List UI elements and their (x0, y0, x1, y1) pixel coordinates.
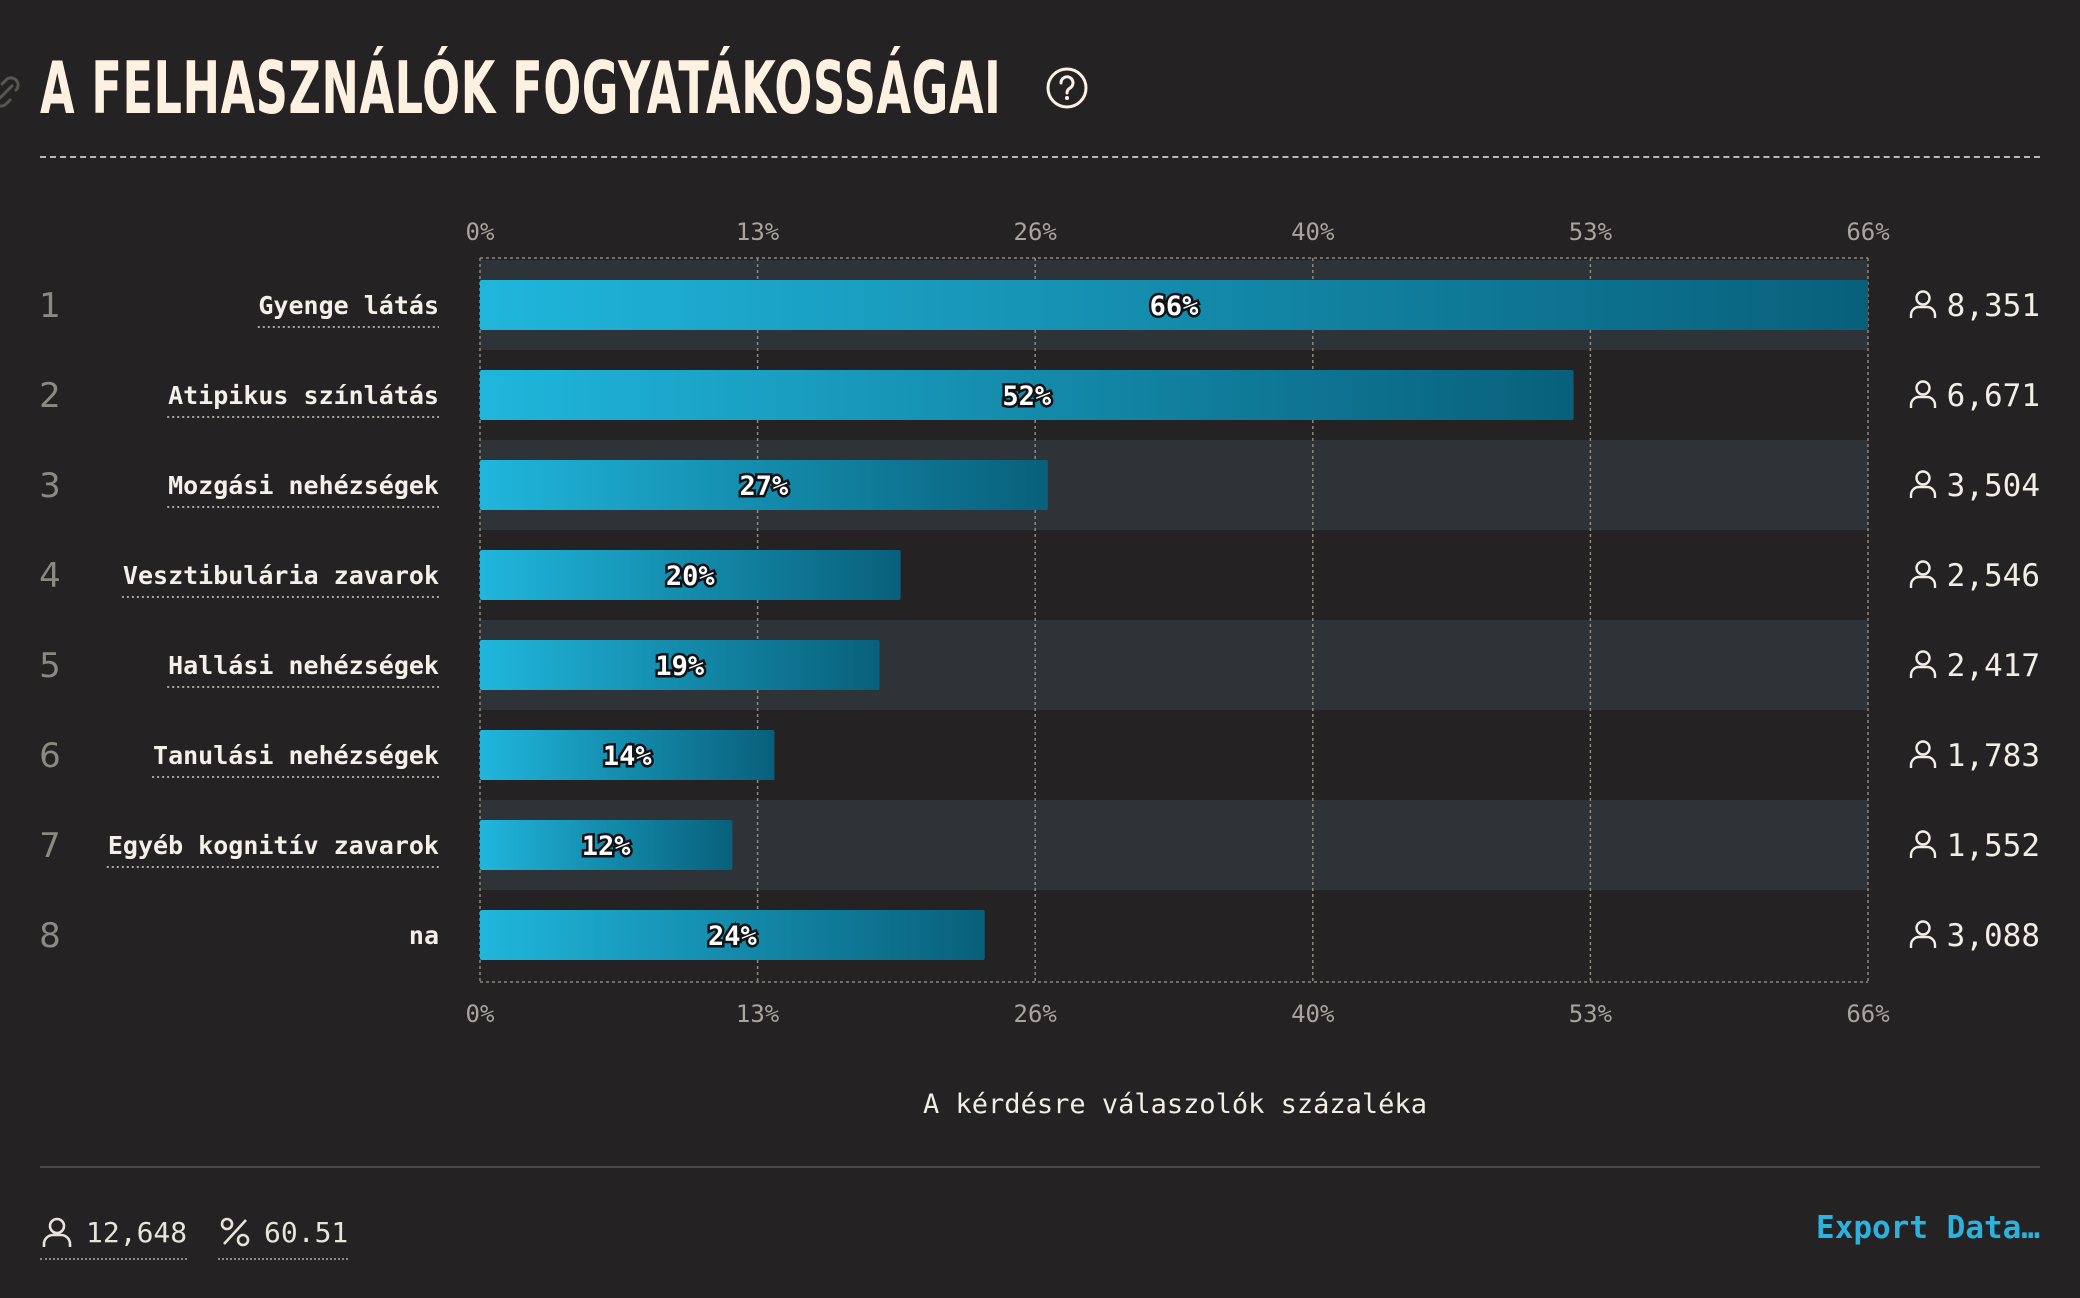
bar-value-label: 66% (1150, 291, 1200, 322)
percent-stat[interactable]: 60.51 (218, 1210, 349, 1260)
category-label[interactable]: Atipikus színlátás (168, 381, 439, 410)
link-icon[interactable] (0, 72, 26, 112)
rank-number: 2 (39, 376, 61, 416)
page-title: A FELHASZNÁLÓK FOGYATÁKOSSÁGAI (40, 46, 1002, 130)
user-icon (1909, 290, 1937, 318)
x-tick-label-top: 40% (1291, 218, 1335, 246)
bar-value-label: 24% (708, 921, 758, 952)
category-label[interactable]: Tanulási nehézségek (153, 741, 439, 770)
respondent-count: 2,546 (1947, 558, 2040, 594)
respondent-count: 1,783 (1947, 738, 2040, 774)
user-icon (1909, 830, 1937, 858)
percent-icon (220, 1217, 250, 1247)
user-icon-body (1909, 395, 1937, 408)
category-label[interactable]: Vesztibulária zavarok (123, 561, 439, 590)
x-tick-label-bottom: 13% (736, 1000, 780, 1028)
bar[interactable] (480, 820, 733, 870)
percent-value: 60.51 (264, 1215, 349, 1249)
bar-value-label: 12% (582, 831, 632, 862)
x-axis-label: A kérdésre válaszolók százaléka (923, 1089, 1427, 1120)
user-icon-head (1915, 560, 1931, 576)
category-label[interactable]: Hallási nehézségek (168, 651, 439, 680)
category-label[interactable]: Mozgási nehézségek (168, 471, 439, 500)
x-tick-label-top: 0% (466, 218, 495, 246)
user-icon-body (1909, 665, 1937, 678)
rank-number: 6 (39, 736, 61, 776)
bar[interactable] (480, 280, 1868, 330)
rank-number: 8 (39, 916, 61, 956)
x-tick-label-top: 53% (1569, 218, 1613, 246)
x-tick-label-bottom: 40% (1291, 1000, 1335, 1028)
user-icon-head (1915, 380, 1931, 396)
user-icon-body (1909, 755, 1937, 768)
user-icon-head (1915, 920, 1931, 936)
user-icon (1909, 740, 1937, 768)
bar-value-label: 52% (1002, 381, 1052, 412)
x-tick-label-bottom: 26% (1014, 1000, 1058, 1028)
category-label[interactable]: na (409, 921, 439, 950)
x-tick-label-bottom: 53% (1569, 1000, 1613, 1028)
user-icon (1909, 650, 1937, 678)
respondents-stat[interactable]: 12,648 (40, 1210, 188, 1260)
bar-value-label: 20% (666, 561, 716, 592)
rank-number: 7 (39, 826, 61, 866)
user-icon-body (1909, 845, 1937, 858)
user-icon (1909, 470, 1937, 498)
rank-number: 5 (39, 646, 61, 686)
user-icon-head (1915, 830, 1931, 846)
title-divider (40, 156, 2040, 158)
bar-value-label: 14% (603, 741, 653, 772)
bar[interactable] (480, 460, 1048, 510)
user-icon (1909, 560, 1937, 588)
user-icon-body (1909, 935, 1937, 948)
respondent-count: 6,671 (1947, 378, 2040, 414)
user-icon (42, 1217, 72, 1247)
bar[interactable] (480, 730, 775, 780)
bar[interactable] (480, 640, 880, 690)
user-icon-body (1909, 485, 1937, 498)
bar[interactable] (480, 370, 1574, 420)
export-data-link[interactable]: Export Data… (1816, 1210, 2040, 1246)
rank-number: 1 (39, 286, 61, 326)
help-icon[interactable] (1045, 66, 1089, 110)
user-icon (1909, 920, 1937, 948)
x-tick-label-bottom: 66% (1846, 1000, 1890, 1028)
bar[interactable] (480, 910, 985, 960)
respondent-count: 8,351 (1947, 288, 2040, 324)
user-icon-head (1915, 740, 1931, 756)
respondent-count: 3,504 (1947, 468, 2040, 504)
bar[interactable] (480, 550, 901, 600)
respondents-count: 12,648 (86, 1215, 188, 1249)
user-icon-head (1915, 650, 1931, 666)
footer-divider (40, 1166, 2040, 1168)
user-icon-body (1909, 305, 1937, 318)
category-label[interactable]: Egyéb kognitív zavarok (108, 831, 439, 860)
bar-value-label: 19% (655, 651, 705, 682)
x-tick-label-bottom: 0% (466, 1000, 495, 1028)
user-icon (1909, 380, 1937, 408)
x-tick-label-top: 66% (1846, 218, 1890, 246)
x-tick-label-top: 13% (736, 218, 780, 246)
category-label[interactable]: Gyenge látás (258, 291, 439, 320)
user-icon-head (1915, 470, 1931, 486)
x-tick-label-top: 26% (1014, 218, 1058, 246)
bar-value-label: 27% (740, 471, 790, 502)
user-icon-body (1909, 575, 1937, 588)
user-icon-head (1915, 290, 1931, 306)
rank-number: 4 (39, 556, 61, 596)
respondent-count: 3,088 (1947, 918, 2040, 954)
respondent-count: 1,552 (1947, 828, 2040, 864)
rank-number: 3 (39, 466, 61, 506)
respondent-count: 2,417 (1947, 648, 2040, 684)
